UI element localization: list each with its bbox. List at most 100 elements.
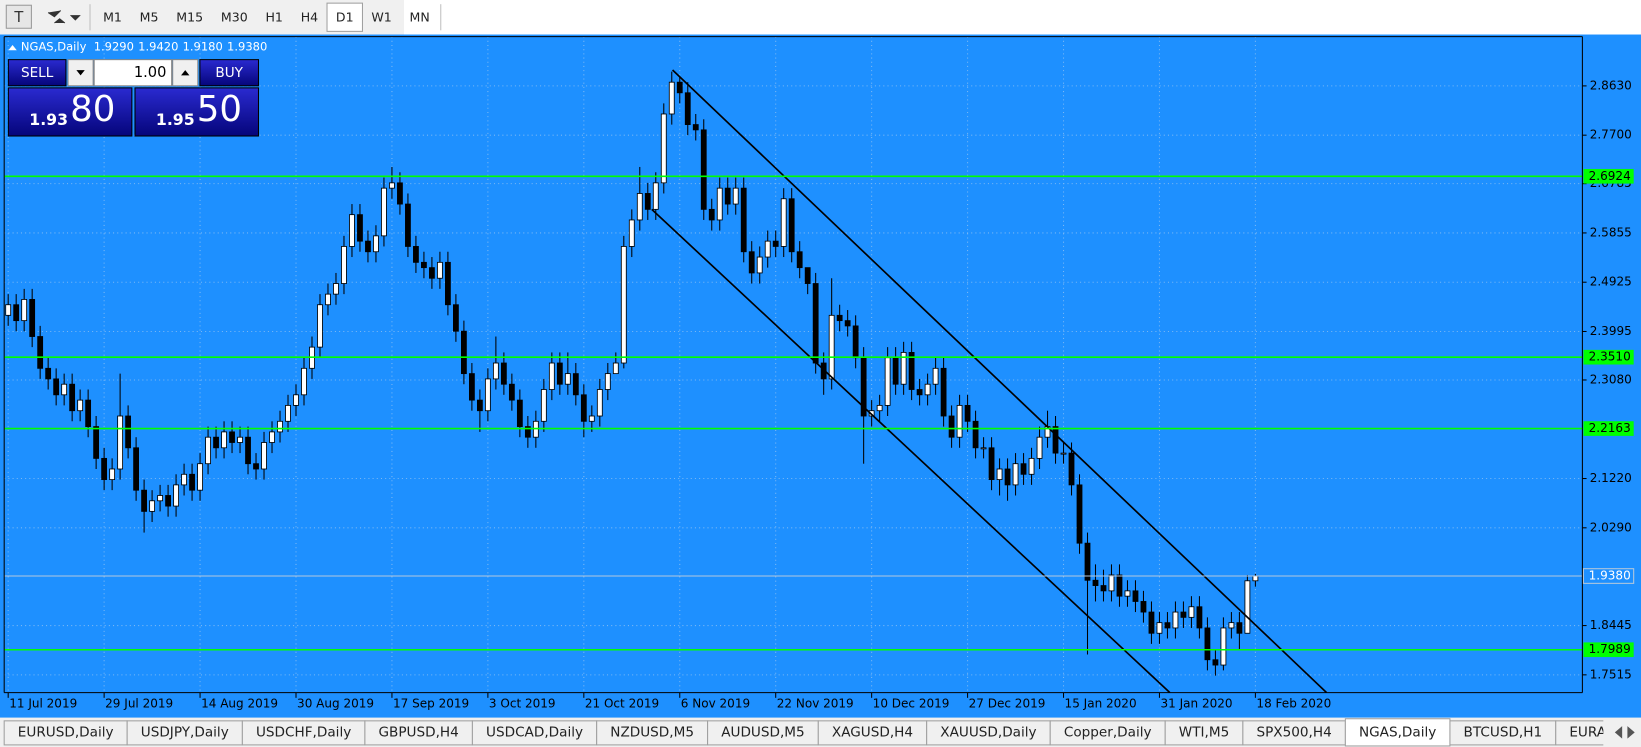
candle-body <box>29 299 36 337</box>
x-tick-label: 27 Dec 2019 <box>969 697 1046 711</box>
x-tick-label: 30 Aug 2019 <box>297 697 374 711</box>
candle-body <box>604 373 611 390</box>
candle-body <box>956 404 963 438</box>
candle-body <box>828 314 835 380</box>
tab[interactable]: USDJPY,Daily <box>126 720 243 746</box>
tab[interactable]: BTCUSD,H1 <box>1449 720 1557 746</box>
timeframe-button[interactable]: W1 <box>362 3 400 31</box>
timeframe-button[interactable]: M1 <box>94 3 131 31</box>
candle-body <box>445 261 451 306</box>
text-tool[interactable] <box>5 4 32 29</box>
candle-body <box>245 436 251 465</box>
candle-body <box>836 314 843 322</box>
timeframe-button[interactable]: M15 <box>167 3 212 31</box>
timeframe-label: W1 <box>371 9 391 24</box>
candle-body <box>1236 622 1243 634</box>
candle-body <box>437 261 443 279</box>
candle-body <box>109 468 116 481</box>
tab-frame <box>3 720 128 746</box>
candle-body <box>908 352 915 390</box>
candle-body <box>1156 622 1163 634</box>
tab[interactable]: USDCAD,Daily <box>471 720 598 746</box>
candle-body <box>460 330 467 375</box>
bid-price-button[interactable]: 1.93 80 <box>7 87 133 137</box>
tab-label: USDCHF,Daily <box>256 724 351 740</box>
tab[interactable]: SPX500,H4 <box>1242 720 1346 746</box>
candle-body <box>652 182 659 210</box>
timeframe-label: H4 <box>301 9 318 24</box>
candle-body <box>37 336 44 369</box>
candle-body <box>165 495 171 507</box>
candle-body <box>1188 606 1195 618</box>
timeframe-button[interactable]: H1 <box>257 3 292 31</box>
timeframe-button[interactable]: M5 <box>131 3 168 31</box>
candle-body <box>588 415 595 422</box>
candle-body <box>628 219 635 247</box>
y-tick-label: 2.3080 <box>1590 372 1632 386</box>
toolbar-empty <box>403 0 1641 35</box>
timeframe-label: MN <box>410 9 430 24</box>
tab-label: XAUUSD,Daily <box>940 724 1036 740</box>
timeframe-button[interactable]: MN <box>401 3 439 31</box>
candle-body <box>916 389 923 396</box>
tab-scroll-left[interactable] <box>1614 726 1623 739</box>
candle-body <box>1068 452 1075 486</box>
candle-body <box>317 304 323 348</box>
timeframe-button[interactable]: H4 <box>292 3 327 31</box>
timeframe-button[interactable]: M30 <box>212 3 257 31</box>
y-tick-label: 2.0290 <box>1590 520 1632 534</box>
lots-up-arrow <box>181 70 190 76</box>
timeframe-button[interactable]: D1 <box>326 2 363 32</box>
candle-body <box>13 304 20 322</box>
y-tick-label: 2.1220 <box>1590 471 1632 485</box>
tab[interactable]: XAUUSD,Daily <box>926 720 1051 746</box>
tab[interactable]: XAGUSD,H4 <box>817 720 928 746</box>
candle-body <box>1100 585 1107 592</box>
candle-body <box>932 367 939 385</box>
candle-body <box>668 81 675 115</box>
objects-tool[interactable] <box>47 10 81 24</box>
candle-body <box>1140 601 1147 613</box>
lots-input[interactable] <box>93 59 173 87</box>
candle-body <box>413 246 419 263</box>
x-tick-label: 17 Sep 2019 <box>393 697 469 711</box>
tab[interactable]: AUDUSD,M5 <box>707 720 819 746</box>
tab[interactable]: WTI,M5 <box>1164 720 1244 746</box>
x-tick-label: 14 Aug 2019 <box>201 697 278 711</box>
candle-body <box>972 420 979 449</box>
candle-body <box>924 383 931 396</box>
candle-body <box>740 187 747 253</box>
y-tick-label: 2.8630 <box>1590 78 1632 92</box>
candle-body <box>1012 463 1019 486</box>
tab-label: WTI,M5 <box>1179 724 1229 740</box>
tab[interactable]: GBPUSD,H4 <box>364 720 473 746</box>
candle-body <box>341 246 347 284</box>
candle-body <box>508 383 515 401</box>
tab-scroll-right[interactable] <box>1627 726 1635 739</box>
candle-body <box>812 283 819 364</box>
ask-price-big: 1.95 <box>156 110 195 129</box>
tab[interactable]: NGAS,Daily <box>1344 718 1451 747</box>
candle-body <box>1124 590 1131 597</box>
bid-price-big: 1.93 <box>29 110 68 129</box>
tab-frame <box>817 720 928 746</box>
candle-body <box>389 182 395 189</box>
tab[interactable]: Copper,Daily <box>1049 720 1166 746</box>
candle-body <box>285 404 291 422</box>
tab[interactable]: NZDUSD,M5 <box>596 720 709 746</box>
sell-button[interactable]: SELL <box>7 59 67 87</box>
candle-body <box>524 426 531 438</box>
ask-price-button[interactable]: 1.95 50 <box>134 87 260 137</box>
buy-button[interactable]: BUY <box>199 59 260 87</box>
x-tick-label: 10 Dec 2019 <box>873 697 950 711</box>
tab[interactable]: EURAUD,Daily <box>1555 720 1641 746</box>
tab[interactable]: EURUSD,Daily <box>3 720 128 746</box>
candle-body <box>596 389 603 417</box>
tab[interactable]: USDCHF,Daily <box>241 720 366 746</box>
candle-body <box>1172 611 1179 629</box>
candle-body <box>1132 590 1139 602</box>
candle-body <box>700 129 707 210</box>
candle-body <box>125 415 132 449</box>
